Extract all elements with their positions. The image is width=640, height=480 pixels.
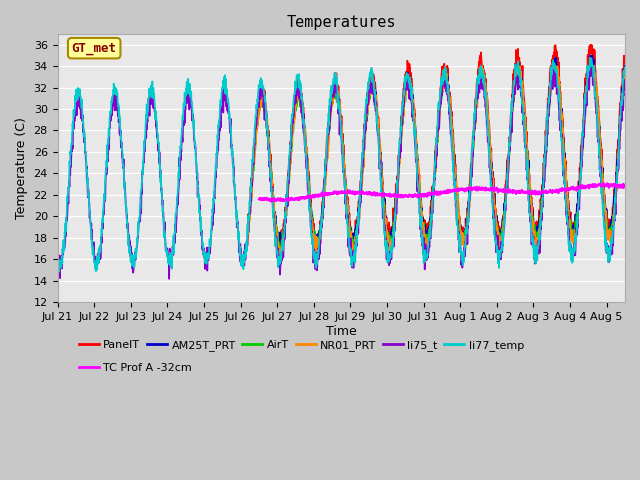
PanelT <box>601 202 609 208</box>
NR01_PRT <box>344 215 352 220</box>
PanelT <box>409 100 417 106</box>
TC Prof A -32cm <box>621 182 628 188</box>
PanelT <box>534 221 541 227</box>
li77_temp <box>602 235 609 240</box>
AM25T_PRT <box>534 225 541 231</box>
li77_temp <box>87 229 95 235</box>
Line: TC Prof A -32cm: TC Prof A -32cm <box>259 183 625 202</box>
Title: Temperatures: Temperatures <box>287 15 396 30</box>
Line: li77_temp: li77_temp <box>58 58 625 272</box>
li77_temp <box>534 242 541 248</box>
TC Prof A -32cm <box>409 193 417 199</box>
AirT <box>426 219 434 225</box>
AM25T_PRT <box>426 216 434 222</box>
TC Prof A -32cm <box>344 190 352 195</box>
NR01_PRT <box>601 208 609 214</box>
li77_temp <box>426 231 434 237</box>
Text: GT_met: GT_met <box>72 42 116 55</box>
TC Prof A -32cm <box>601 181 609 187</box>
li75_t <box>621 78 628 84</box>
li75_t <box>409 114 417 120</box>
li75_t <box>586 58 593 63</box>
Line: PanelT: PanelT <box>248 45 625 250</box>
NR01_PRT <box>621 75 628 81</box>
li75_t <box>165 276 173 282</box>
AM25T_PRT <box>344 203 352 208</box>
AirT <box>621 70 628 75</box>
NR01_PRT <box>426 226 434 232</box>
X-axis label: Time: Time <box>326 324 356 337</box>
PanelT <box>344 221 352 227</box>
AM25T_PRT <box>409 96 417 102</box>
TC Prof A -32cm <box>426 191 434 197</box>
Line: AirT: AirT <box>248 66 625 249</box>
AM25T_PRT <box>601 211 609 217</box>
Line: NR01_PRT: NR01_PRT <box>248 66 625 259</box>
PanelT <box>621 60 628 66</box>
li75_t <box>426 233 434 239</box>
li77_temp <box>409 110 417 116</box>
li77_temp <box>621 65 628 71</box>
AirT <box>344 215 352 220</box>
AirT <box>409 103 417 108</box>
li77_temp <box>345 232 353 238</box>
TC Prof A -32cm <box>534 191 541 196</box>
Line: AM25T_PRT: AM25T_PRT <box>248 55 625 249</box>
li75_t <box>54 247 61 253</box>
li75_t <box>87 222 95 228</box>
li77_temp <box>586 55 594 60</box>
li75_t <box>534 246 541 252</box>
Line: li75_t: li75_t <box>58 60 625 279</box>
NR01_PRT <box>409 97 417 103</box>
AM25T_PRT <box>621 63 628 69</box>
AirT <box>534 230 541 236</box>
Legend: TC Prof A -32cm: TC Prof A -32cm <box>74 358 196 377</box>
PanelT <box>426 218 434 224</box>
NR01_PRT <box>534 237 541 243</box>
Y-axis label: Temperature (C): Temperature (C) <box>15 117 28 219</box>
AirT <box>601 202 609 207</box>
li75_t <box>602 235 609 240</box>
li77_temp <box>56 269 63 275</box>
li75_t <box>345 234 353 240</box>
li77_temp <box>54 248 61 253</box>
